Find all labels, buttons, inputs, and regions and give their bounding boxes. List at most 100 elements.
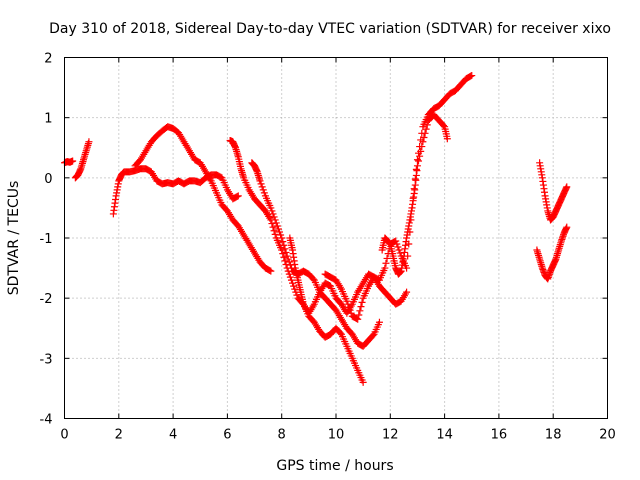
data-point-seg6 [257, 180, 265, 188]
x-tick-label: 18 [545, 428, 562, 443]
data-point-seg5 [279, 250, 287, 258]
y-tick-label: -1 [40, 232, 53, 247]
data-point-seg9 [440, 121, 448, 129]
data-point-seg9 [419, 138, 427, 146]
data-point-seg6 [284, 255, 292, 263]
data-point-seg6 [277, 231, 285, 239]
data-point-seg6 [258, 183, 266, 191]
y-tick-label: 0 [44, 172, 52, 187]
data-point-seg6 [281, 245, 289, 253]
x-tick-label: 10 [328, 428, 345, 443]
data-point-seg6 [272, 219, 280, 227]
data-point-seg6 [282, 248, 290, 256]
data-point-seg9 [418, 143, 426, 151]
x-tick-label: 20 [599, 428, 616, 443]
data-point-seg5 [278, 246, 286, 254]
data-point-seg8 [357, 303, 365, 311]
data-point-seg6 [285, 258, 293, 266]
data-point-seg8 [355, 311, 363, 319]
x-tick-label: 16 [491, 428, 508, 443]
data-point-seg6 [267, 204, 275, 212]
x-tick-label: 14 [436, 428, 453, 443]
grid-lines [64, 57, 608, 419]
data-point-seg11 [563, 223, 571, 231]
data-point-seg9 [422, 125, 430, 133]
x-tick-label: 0 [60, 428, 68, 443]
data-point-seg6 [375, 318, 383, 326]
x-tick-label: 4 [169, 428, 177, 443]
data-point-seg6 [273, 222, 281, 230]
data-point-seg3 [234, 192, 242, 200]
data-point-seg8 [346, 306, 354, 314]
data-point-seg5 [289, 279, 297, 287]
data-point-seg9 [417, 147, 425, 155]
data-point-seg3 [233, 192, 241, 200]
data-point-seg5 [336, 329, 344, 337]
data-point-seg2 [85, 138, 93, 146]
y-axis-label: SDTVAR / TECUs [6, 181, 22, 296]
data-point-seg5 [270, 227, 278, 235]
y-tick-label: -4 [40, 413, 53, 428]
data-point-seg9 [413, 162, 421, 170]
data-point-seg5 [271, 230, 279, 238]
chart-title: Day 310 of 2018, Sidereal Day-to-day VTE… [49, 21, 611, 37]
data-point-seg5 [269, 223, 277, 231]
data-point-seg5 [285, 270, 293, 278]
data-point-seg8 [343, 297, 351, 305]
data-point-seg8 [358, 298, 366, 306]
data-point-seg8 [393, 240, 401, 248]
data-point-seg6 [268, 207, 276, 215]
data-point-seg9 [421, 129, 429, 137]
data-point-seg6 [271, 216, 279, 224]
data-point-seg4 [266, 266, 274, 274]
data-point-seg8 [347, 309, 355, 317]
data-point-seg8 [395, 246, 403, 254]
data-point-seg5 [268, 220, 276, 228]
plot-frame [64, 57, 608, 419]
data-point-seg8 [396, 249, 404, 257]
data-point-seg6 [259, 186, 267, 194]
data-point-seg6 [256, 177, 264, 185]
data-point-seg6 [274, 225, 282, 233]
data-point-seg8 [354, 315, 362, 323]
data-point-seg8 [467, 72, 475, 80]
data-point-seg6 [260, 189, 268, 197]
data-point-seg9 [416, 152, 424, 160]
x-tick-label: 6 [223, 428, 231, 443]
data-point-seg5 [287, 276, 295, 284]
data-point-seg8 [382, 259, 390, 267]
data-point-seg6 [270, 213, 278, 221]
data-point-seg5 [280, 253, 288, 261]
y-tick-label: -2 [40, 292, 53, 307]
data-point-seg6 [269, 210, 277, 218]
data-point-seg1 [69, 157, 77, 165]
data-point-seg7 [403, 288, 411, 296]
data-point-seg9 [423, 121, 431, 129]
data-point-seg9 [420, 134, 428, 142]
data-point-seg8 [356, 307, 364, 315]
data-point-seg5 [359, 378, 367, 386]
data-point-seg4 [267, 267, 275, 275]
x-tick-label: 2 [115, 428, 123, 443]
data-point-seg8 [392, 237, 400, 245]
data-point-seg8 [413, 156, 421, 164]
y-tick-label: 2 [44, 52, 52, 67]
data-point-seg6 [283, 252, 291, 260]
data-point-seg6 [278, 234, 286, 242]
x-tick-label: 8 [278, 428, 286, 443]
data-point-seg9 [443, 135, 451, 143]
data-point-seg9 [415, 157, 423, 165]
x-tick-label: 12 [382, 428, 399, 443]
data-point-seg6 [309, 275, 317, 283]
data-point-seg10 [563, 183, 571, 191]
data-point-seg5 [290, 282, 298, 290]
data-point-seg8 [468, 72, 476, 80]
data-point-seg8 [344, 300, 352, 308]
data-point-seg8 [394, 243, 402, 251]
x-axis-label: GPS time / hours [276, 458, 393, 474]
data-point-seg8 [345, 303, 353, 311]
data-point-seg8 [381, 264, 389, 272]
data-point-seg6 [286, 261, 294, 269]
data-point-seg6 [279, 238, 287, 246]
